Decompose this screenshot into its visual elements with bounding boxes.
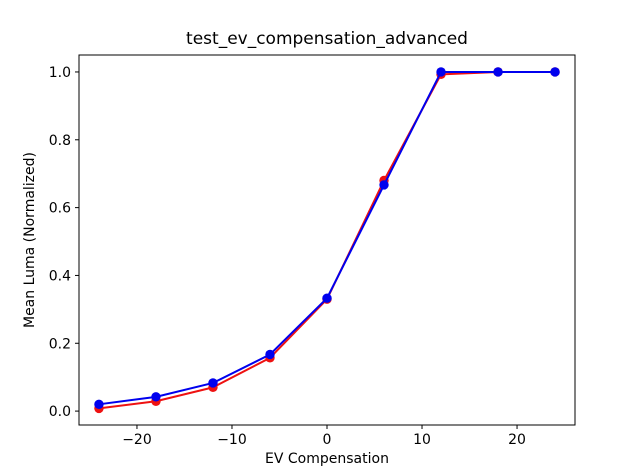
x-tick-label: 0 bbox=[323, 432, 332, 448]
x-axis-label: EV Compensation bbox=[265, 451, 389, 467]
x-tick-label: 20 bbox=[508, 432, 526, 448]
blue-series-marker bbox=[265, 349, 275, 360]
plot-frame bbox=[78, 54, 576, 426]
y-tick-label: 1.0 bbox=[49, 65, 71, 81]
y-tick-label: 0.8 bbox=[49, 133, 71, 149]
blue-series-marker bbox=[379, 180, 389, 190]
chart-title: test_ev_compensation_advanced bbox=[186, 29, 468, 49]
y-tick-label: 0.6 bbox=[49, 201, 71, 217]
x-tick-label: −10 bbox=[217, 432, 247, 448]
blue-series-marker bbox=[151, 392, 161, 402]
blue-series-marker bbox=[550, 67, 560, 77]
y-tick-label: 0.4 bbox=[49, 268, 71, 284]
x-tick-label: −20 bbox=[122, 432, 152, 448]
blue-series-marker bbox=[436, 67, 446, 77]
blue-series-marker bbox=[208, 378, 218, 388]
blue-series-line bbox=[98, 70, 556, 406]
y-tick-label: 0.2 bbox=[49, 336, 71, 352]
y-tick-label: 0.0 bbox=[49, 404, 71, 420]
red-series-line bbox=[98, 70, 556, 410]
blue-series-marker bbox=[94, 399, 104, 410]
y-axis-label: Mean Luma (Normalized) bbox=[22, 151, 38, 329]
blue-series-marker bbox=[493, 67, 503, 77]
blue-series-marker bbox=[322, 293, 332, 303]
x-tick-label: 10 bbox=[413, 432, 431, 448]
